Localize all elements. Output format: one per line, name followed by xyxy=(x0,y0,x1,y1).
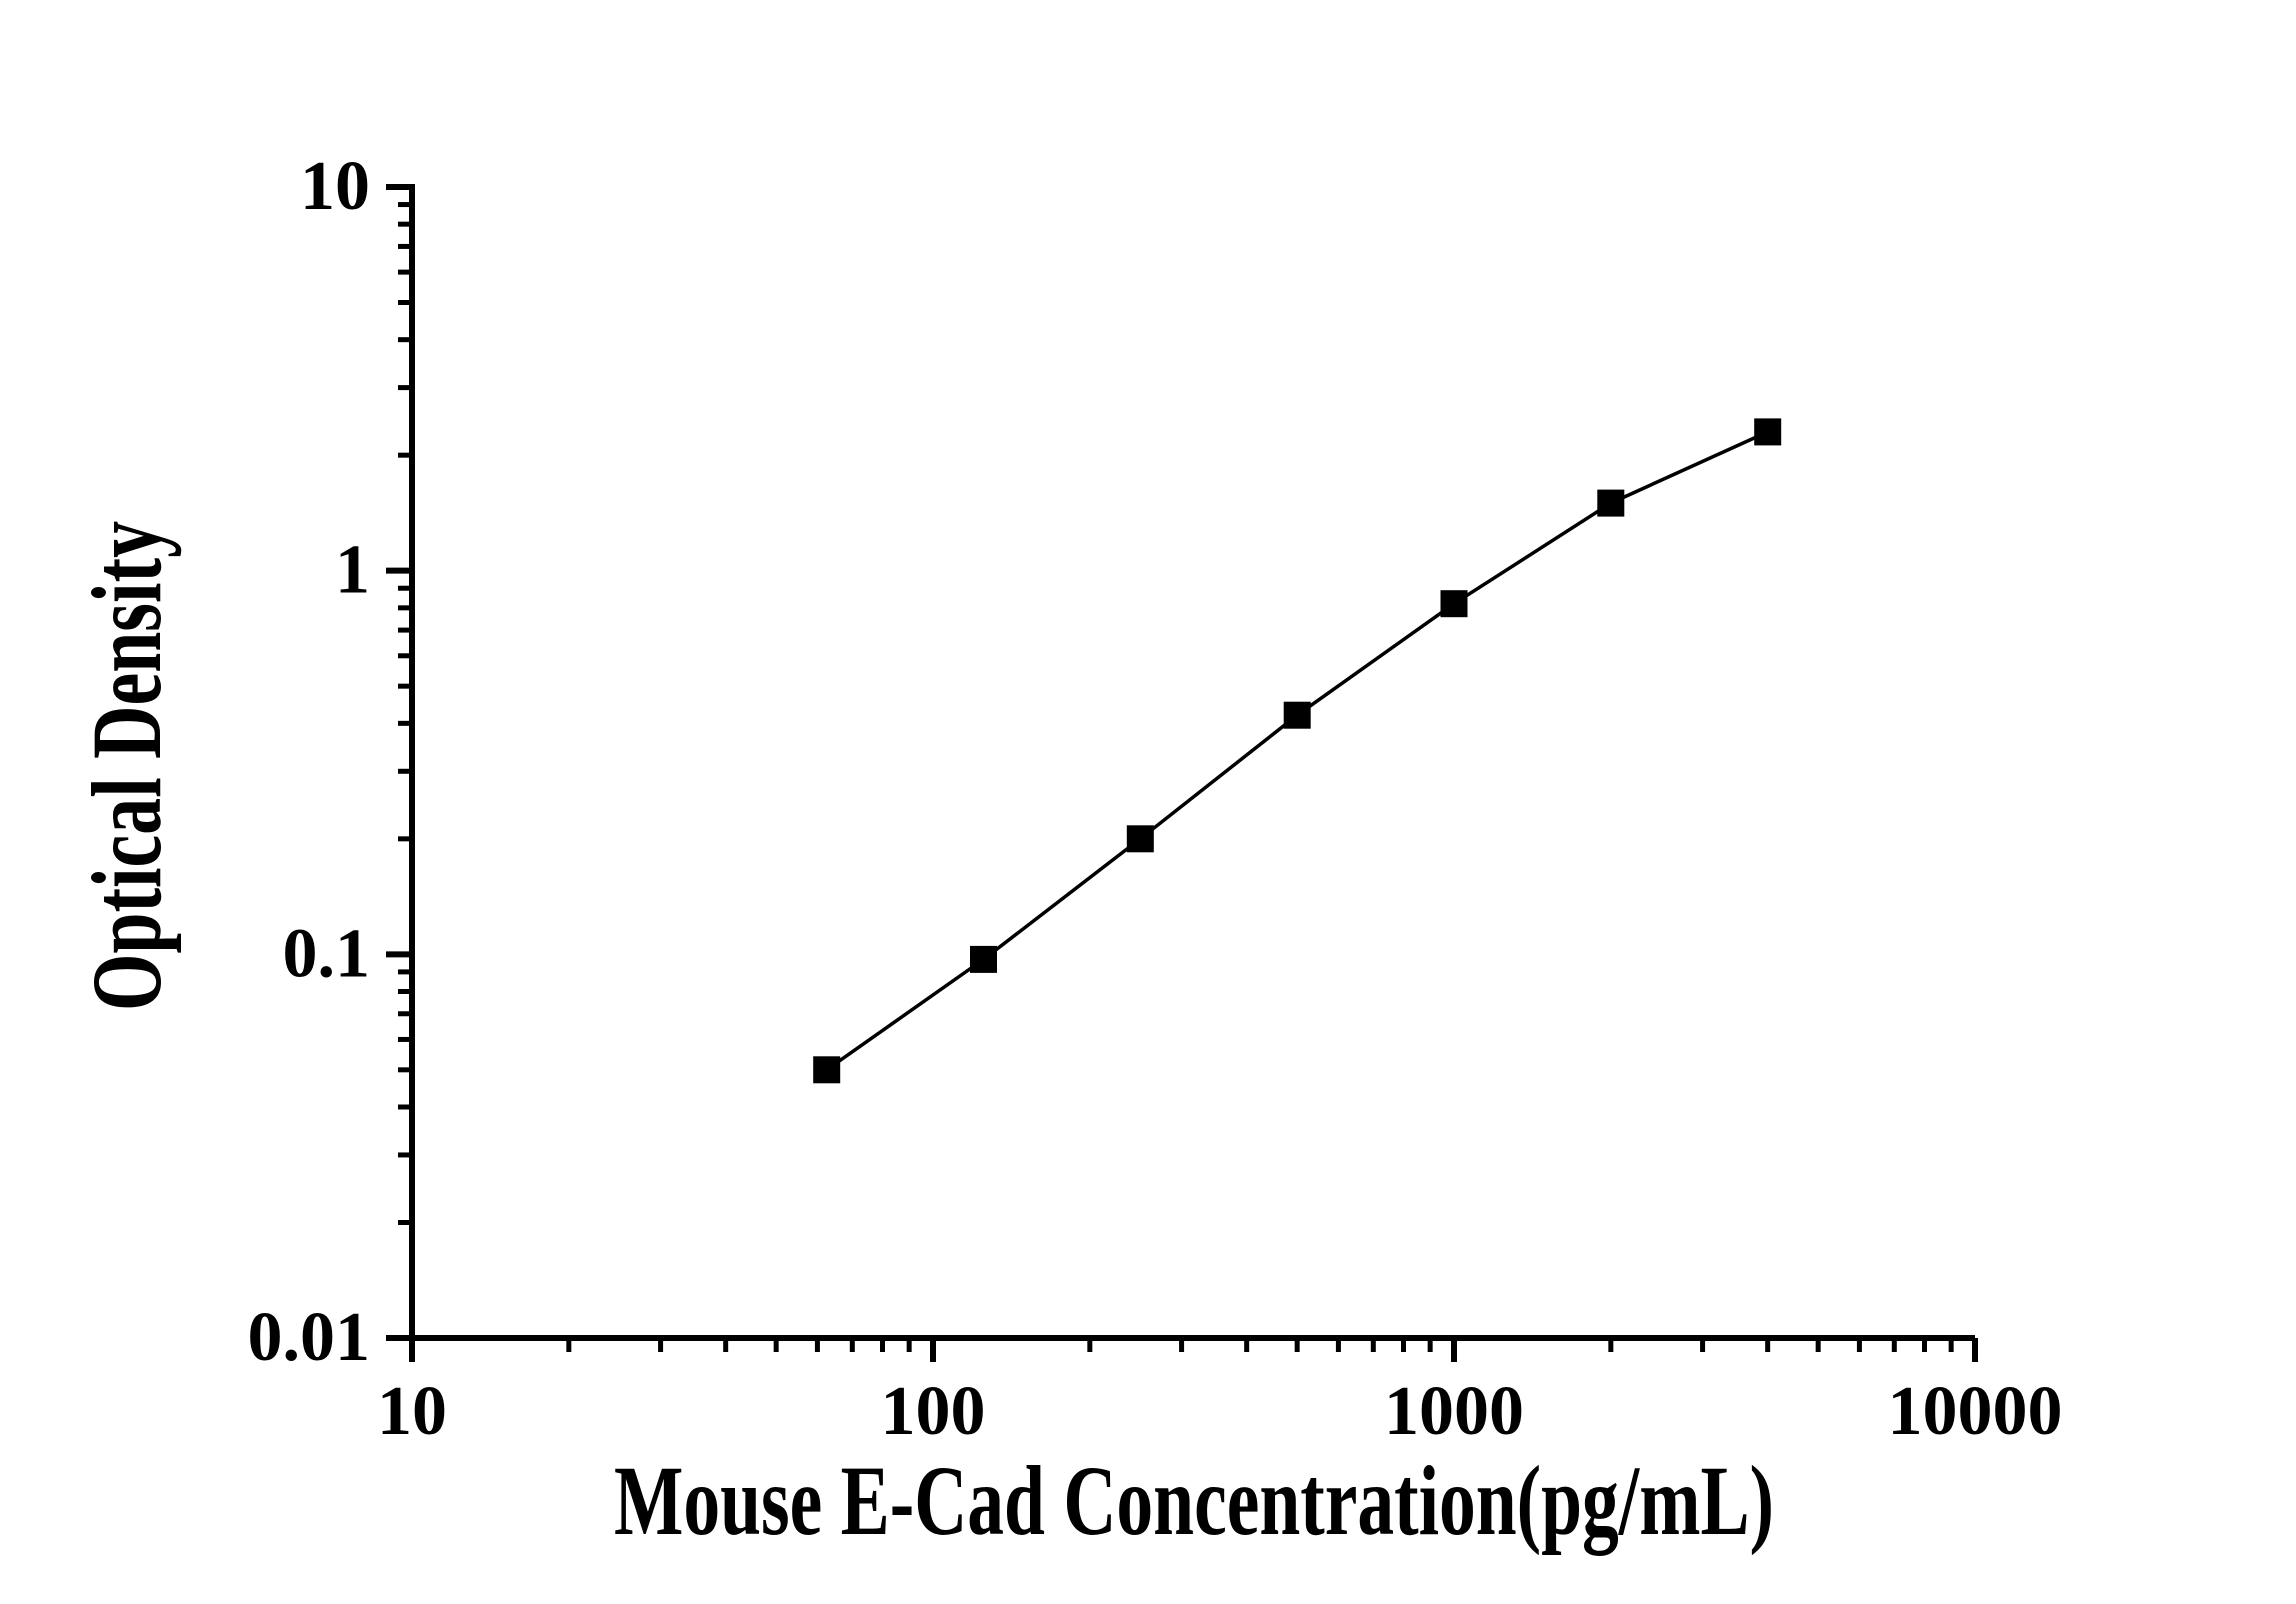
x-tick-label-1000: 1000 xyxy=(1384,1373,1524,1450)
x-tick-label-10000: 10000 xyxy=(1888,1373,2063,1450)
data-point-marker-5 xyxy=(1440,590,1468,618)
standard-curve-line xyxy=(825,430,1769,1072)
y-tick-label-10: 10 xyxy=(300,148,370,225)
y-tick-label-0.1: 0.1 xyxy=(283,915,371,992)
data-point-marker-4 xyxy=(1283,701,1311,729)
axes xyxy=(386,184,1975,1362)
data-point-marker-2 xyxy=(970,945,997,973)
data-series xyxy=(813,418,1782,1084)
data-point-marker-6 xyxy=(1597,489,1625,517)
x-axis-title: Mouse E-Cad Concentration(pg/mL) xyxy=(614,1445,1774,1556)
y-axis-title: Optical Density xyxy=(71,521,182,1011)
y-tick-label-0.01: 0.01 xyxy=(248,1299,371,1376)
data-point-marker-7 xyxy=(1754,418,1782,446)
y-tick-label-1: 1 xyxy=(335,532,370,609)
x-tick-label-10: 10 xyxy=(377,1373,447,1450)
data-point-marker-3 xyxy=(1126,825,1154,853)
x-tick-label-100: 100 xyxy=(881,1373,986,1450)
axis-ticks xyxy=(386,184,1978,1362)
tick-labels: 10 100 1000 10000 0.01 0.1 1 10 xyxy=(248,148,2063,1450)
data-point-marker-1 xyxy=(813,1056,841,1084)
